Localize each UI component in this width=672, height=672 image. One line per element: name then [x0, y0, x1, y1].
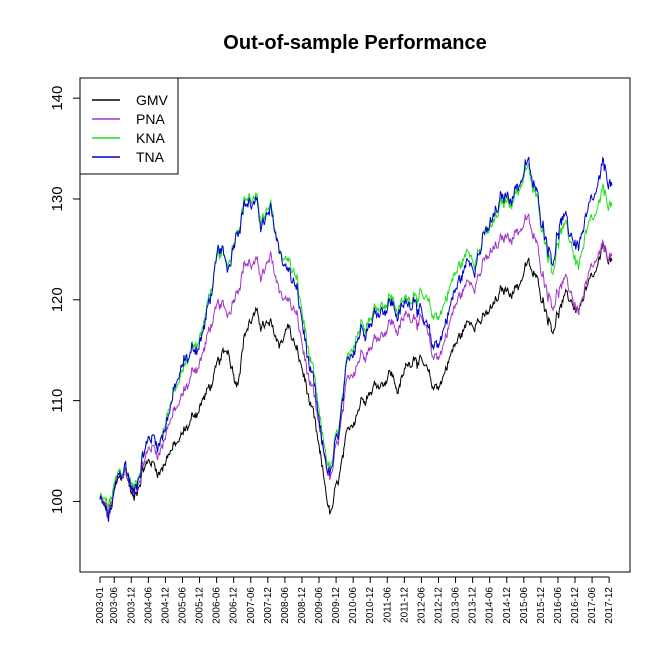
x-tick-label: 2003-06 — [109, 587, 120, 624]
x-tick-label: 2007-12 — [263, 587, 274, 624]
y-axis: 100 110 120 130 140 — [49, 86, 81, 514]
x-tick-label: 2017-12 — [604, 587, 615, 624]
x-tick-label: 2013-12 — [468, 587, 479, 624]
x-tick-label: 2017-06 — [587, 587, 598, 624]
x-tick-label: 2011-06 — [382, 587, 393, 623]
x-tick-label: 2007-06 — [246, 587, 257, 624]
x-tick-label: 2015-12 — [536, 587, 547, 624]
series-line-kna — [99, 163, 613, 509]
legend-label-tna: TNA — [136, 149, 165, 165]
legend-label-kna: KNA — [136, 130, 165, 146]
x-tick-label: 2009-06 — [314, 587, 325, 624]
x-tick-label: 2003-12 — [126, 587, 137, 624]
x-tick-label: 2012-12 — [433, 587, 444, 624]
x-tick-label: 2015-06 — [519, 587, 530, 624]
x-tick-label: 2006-12 — [229, 587, 240, 624]
x-tick-label: 2011-12 — [399, 587, 410, 623]
x-tick-label: 2012-06 — [416, 587, 427, 624]
series-line-gmv — [99, 242, 613, 517]
x-tick-label: 2010-06 — [348, 587, 359, 624]
x-tick-label: 2013-06 — [451, 587, 462, 624]
x-tick-label: 2003-01 — [95, 587, 106, 624]
x-tick-label: 2005-06 — [177, 587, 188, 624]
legend-label-pna: PNA — [136, 111, 165, 127]
x-tick-label: 2004-06 — [143, 587, 154, 624]
y-tick-label: 130 — [49, 186, 66, 211]
x-tick-label: 2010-12 — [365, 587, 376, 624]
x-tick-label: 2016-06 — [553, 587, 564, 624]
x-tick-label: 2006-06 — [212, 587, 223, 624]
series-line-pna — [99, 213, 613, 514]
x-tick-label: 2016-12 — [570, 587, 581, 624]
y-tick-label: 120 — [49, 287, 66, 312]
legend-label-gmv: GMV — [136, 92, 169, 108]
x-tick-label: 2008-12 — [297, 587, 308, 624]
series-lines — [99, 156, 613, 522]
y-tick-label: 110 — [49, 389, 66, 413]
x-axis: 2003-01 2003-06 2003-12 2004-06 2004-12 2005-… — [95, 576, 615, 624]
x-tick-label: 2008-06 — [280, 587, 291, 624]
chart-title: Out-of-sample Performance — [223, 32, 486, 54]
x-tick-label: 2009-12 — [331, 587, 342, 624]
legend: GMV PNA KNA TNA — [79, 77, 179, 175]
x-tick-label: 2004-12 — [160, 587, 171, 624]
y-tick-label: 140 — [49, 86, 66, 111]
x-tick-label: 2005-12 — [195, 587, 206, 624]
x-tick-label: 2014-12 — [502, 587, 513, 624]
legend-box — [79, 77, 179, 175]
series-line-tna — [99, 156, 613, 522]
x-tick-label: 2014-06 — [485, 587, 496, 624]
y-tick-label: 100 — [49, 489, 66, 514]
